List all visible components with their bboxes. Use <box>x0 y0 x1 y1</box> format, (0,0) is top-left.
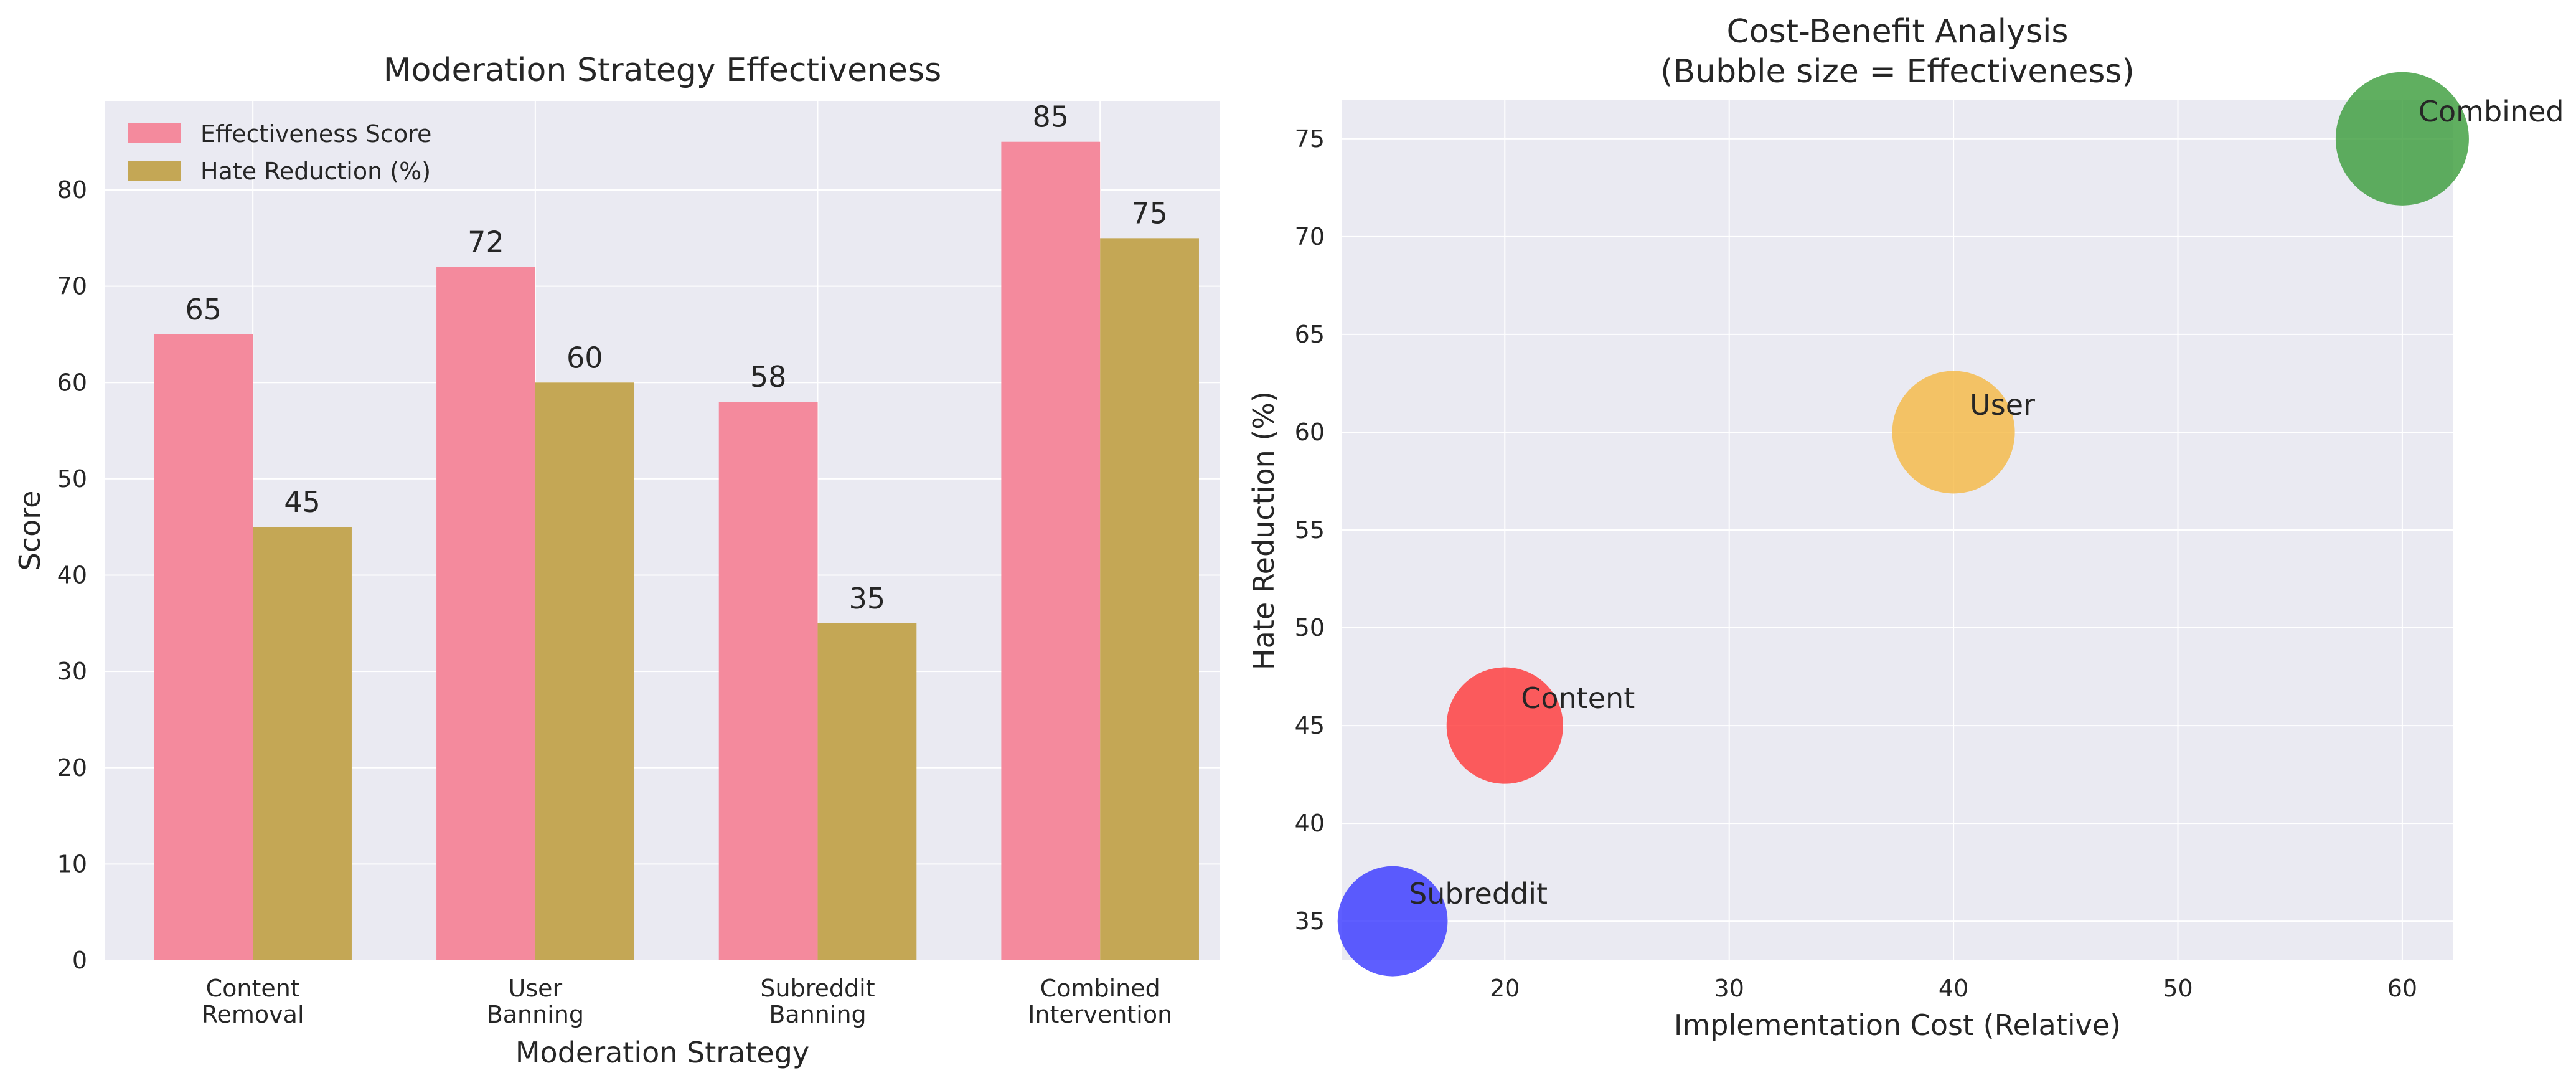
bar-y-ticks: 0 10 20 30 40 50 60 70 80 <box>57 176 87 974</box>
bar-x-ticks: ContentRemovalUserBanningSubredditBannin… <box>202 975 1172 1028</box>
bar-1-0 <box>253 527 352 960</box>
bubble-y-tick-label: 65 <box>1295 321 1325 348</box>
bubble-y-tick-label: 60 <box>1295 419 1325 446</box>
bubble-points <box>1337 72 2469 977</box>
bubble-y-axis-label: Hate Reduction (%) <box>1247 391 1281 670</box>
bubble-label-subreddit: Subreddit <box>1409 877 1548 911</box>
bar-x-tick-label: Combined <box>1040 975 1160 1002</box>
bar-0-3 <box>1001 141 1101 961</box>
bar-value-label: 58 <box>750 360 787 394</box>
bar-value-labels: 65 72 58 85 45 60 35 75 <box>186 100 1168 615</box>
bubble-point-labels: Content User Subreddit Combined <box>1409 95 2564 911</box>
bar-x-tick-label: Subreddit <box>760 975 875 1002</box>
bubble-y-tick-label: 50 <box>1295 614 1325 641</box>
bar-y-tick-label: 80 <box>57 176 87 204</box>
bubble-combined <box>2335 72 2469 206</box>
bubble-label-content: Content <box>1521 681 1635 715</box>
bar-y-tick-label: 60 <box>57 369 87 396</box>
bar-y-tick-label: 50 <box>57 465 87 493</box>
bar-1-3 <box>1100 238 1199 960</box>
bubble-subreddit <box>1337 866 1448 977</box>
bar-y-tick-label: 10 <box>57 850 87 877</box>
bar-x-axis-label: Moderation Strategy <box>515 1036 809 1069</box>
bubble-label-combined: Combined <box>2419 95 2564 128</box>
bar-legend: Effectiveness Score Hate Reduction (%) <box>128 120 431 185</box>
bubble-y-tick-label: 75 <box>1295 125 1325 153</box>
bubble-y-tick-label: 35 <box>1295 907 1325 935</box>
bar-x-tick-label: Banning <box>769 1001 866 1028</box>
bubble-x-tick-label: 30 <box>1714 975 1744 1002</box>
bar-chart-title: Moderation Strategy Effectiveness <box>383 52 941 89</box>
bar-x-tick-label: Content <box>206 975 300 1002</box>
bubble-label-user: User <box>1970 388 2035 422</box>
bar-value-label: 45 <box>284 485 321 519</box>
bubble-chart-title-line2: (Bubble size = Effectiveness) <box>1660 53 2135 90</box>
bar-y-tick-label: 30 <box>57 658 87 685</box>
bubble-chart: Content User Subreddit Combined 35 40 45 50 55 6… <box>1247 13 2564 1042</box>
bar-y-tick-label: 70 <box>57 273 87 300</box>
bar-chart: 65 72 58 85 45 60 35 75 0 10 20 30 40 50 60 70 80 Conte… <box>13 52 1220 1069</box>
bubble-x-tick-label: 50 <box>2163 975 2193 1002</box>
bubble-user <box>1892 371 2015 494</box>
bubble-x-tick-label: 40 <box>1939 975 1968 1002</box>
bar-0-0 <box>154 334 253 960</box>
legend-label-hate-reduction: Hate Reduction (%) <box>200 158 431 185</box>
bar-x-tick-label: Intervention <box>1028 1001 1172 1028</box>
bubble-content <box>1446 667 1563 784</box>
bar-0-1 <box>436 267 535 961</box>
bar-y-axis-label: Score <box>13 491 47 571</box>
legend-label-effectiveness: Effectiveness Score <box>200 120 431 148</box>
bar-y-tick-label: 20 <box>57 754 87 782</box>
bubble-y-tick-label: 55 <box>1295 516 1325 544</box>
bubble-x-ticks: 20 30 40 50 60 <box>1490 975 2417 1002</box>
bar-value-label: 72 <box>468 225 504 259</box>
bubble-y-ticks: 35 40 45 50 55 60 65 70 75 <box>1295 125 1325 935</box>
bar-1-1 <box>535 382 634 960</box>
bar-value-label: 60 <box>566 341 603 374</box>
bar-value-label: 75 <box>1131 196 1168 230</box>
bar-value-label: 35 <box>849 582 886 615</box>
bubble-gridlines <box>1342 100 2453 960</box>
bar-value-label: 65 <box>186 293 222 326</box>
bubble-x-tick-label: 20 <box>1490 975 1520 1002</box>
bar-x-tick-label: Removal <box>202 1001 304 1028</box>
bubble-y-tick-label: 45 <box>1295 712 1325 739</box>
bubble-x-axis-label: Implementation Cost (Relative) <box>1674 1008 2121 1042</box>
bubble-chart-title-line1: Cost-Benefit Analysis <box>1726 13 2068 50</box>
bar-0-2 <box>718 402 818 960</box>
bar-y-tick-label: 40 <box>57 562 87 589</box>
bubble-y-tick-label: 40 <box>1295 810 1325 837</box>
bar-1-2 <box>817 623 917 960</box>
bubble-x-tick-label: 60 <box>2387 975 2417 1002</box>
bubble-y-tick-label: 70 <box>1295 223 1325 250</box>
bar-y-tick-label: 0 <box>72 947 87 974</box>
bar-bars <box>154 141 1199 961</box>
legend-swatch-effectiveness <box>128 123 181 143</box>
bar-x-tick-label: Banning <box>487 1001 584 1028</box>
bar-x-tick-label: User <box>509 975 563 1002</box>
bar-value-label: 85 <box>1033 100 1069 134</box>
legend-swatch-hate-reduction <box>128 161 181 181</box>
